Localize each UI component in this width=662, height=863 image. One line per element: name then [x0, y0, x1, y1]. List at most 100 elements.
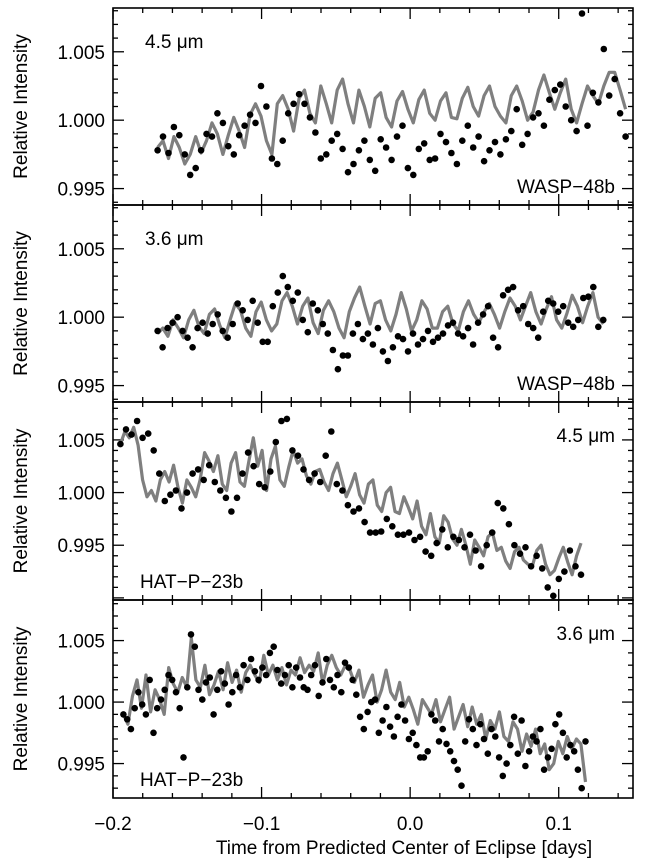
data-point: [150, 729, 157, 737]
wavelength-label: 4.5 μm: [145, 32, 203, 53]
y-tick-label: 0.995: [57, 180, 105, 201]
data-point: [616, 110, 624, 117]
data-point: [404, 164, 412, 172]
y-tick-label: 1.000: [57, 308, 105, 329]
data-point: [312, 129, 319, 136]
data-point: [488, 725, 495, 733]
data-point: [294, 452, 302, 460]
panel-2: 0.995 1.000 1.005 Relative Intensity 3.6 μm W…: [11, 204, 634, 403]
data-point: [194, 324, 201, 332]
data-point: [595, 99, 602, 106]
x-axis-label: Time from Predicted Center of Eclipse [d…: [216, 838, 592, 859]
data-point: [350, 160, 357, 168]
data-point: [574, 316, 582, 324]
data-point: [239, 470, 246, 477]
data-point: [244, 449, 252, 456]
data-point: [534, 334, 542, 342]
data-point: [239, 307, 246, 314]
y-tick-label: 0.995: [57, 755, 105, 776]
data-point: [544, 584, 551, 591]
data-point: [529, 324, 537, 332]
data-point: [300, 466, 307, 473]
data-point: [328, 137, 336, 144]
data-point: [389, 523, 396, 530]
data-point: [296, 674, 304, 681]
data-point: [322, 452, 330, 460]
data-point: [435, 738, 443, 745]
data-point: [393, 133, 401, 140]
data-point: [274, 666, 281, 674]
data-point: [206, 674, 214, 681]
data-point: [557, 81, 564, 88]
data-point: [371, 167, 379, 175]
data-point: [555, 711, 563, 718]
data-point: [578, 10, 586, 17]
data-point: [281, 671, 289, 679]
data-point: [199, 696, 206, 703]
data-point: [551, 86, 559, 94]
data-point: [192, 164, 199, 172]
data-point: [454, 766, 462, 773]
data-point: [219, 327, 226, 335]
data-point: [429, 338, 437, 346]
x-tick-labels: −0.2 −0.1 0.0 0.1: [94, 814, 572, 835]
panel-1: 0.995 1.000 1.005 Relative Intensity 4.5 μm W…: [11, 7, 634, 206]
data-point: [172, 487, 180, 494]
data-point: [428, 711, 435, 718]
data-point: [574, 766, 582, 773]
data-point: [544, 754, 552, 761]
data-point: [284, 283, 292, 291]
data-point: [495, 754, 503, 761]
data-point: [328, 428, 335, 435]
data-point: [299, 316, 307, 324]
data-point: [364, 708, 371, 716]
data-point: [548, 745, 555, 753]
data-point: [233, 494, 241, 502]
data-point: [217, 668, 225, 675]
data-point: [544, 297, 552, 305]
data-point: [480, 735, 488, 743]
data-point: [240, 661, 247, 669]
data-point: [464, 324, 472, 332]
data-point: [388, 156, 395, 164]
data-point: [338, 688, 345, 696]
data-point: [154, 147, 161, 154]
data-point: [502, 136, 510, 143]
data-point: [398, 701, 405, 708]
data-point: [573, 127, 580, 135]
data-point: [555, 575, 563, 583]
data-point: [394, 333, 402, 340]
data-point: [424, 748, 432, 755]
y-tick-label: 1.005: [57, 632, 105, 653]
data-point: [437, 130, 444, 138]
data-point: [503, 760, 510, 767]
data-point: [361, 137, 368, 144]
data-point: [255, 676, 262, 684]
data-point: [179, 327, 186, 335]
data-point: [377, 136, 385, 143]
data-point: [489, 334, 497, 342]
data-point: [461, 544, 468, 551]
data-point: [399, 122, 406, 129]
data-point: [244, 676, 251, 684]
data-point: [582, 738, 589, 745]
data-point: [356, 713, 364, 721]
data-point: [165, 671, 172, 679]
data-point: [508, 127, 515, 135]
data-point: [289, 297, 297, 305]
data-point: [333, 130, 341, 138]
data-point: [161, 686, 168, 694]
data-point: [228, 508, 235, 515]
data-point: [301, 100, 308, 108]
data-point: [353, 691, 360, 698]
y-tick-label: 1.005: [57, 431, 105, 452]
data-point: [578, 784, 585, 792]
data-point: [419, 335, 427, 343]
data-point: [386, 723, 394, 730]
data-point: [622, 133, 629, 140]
panels-group: 0.995 1.000 1.005 Relative Intensity 4.5 μm W…: [11, 7, 634, 799]
data-point: [178, 505, 185, 512]
data-point: [244, 316, 251, 324]
data-point: [229, 320, 236, 328]
data-point: [304, 328, 312, 336]
